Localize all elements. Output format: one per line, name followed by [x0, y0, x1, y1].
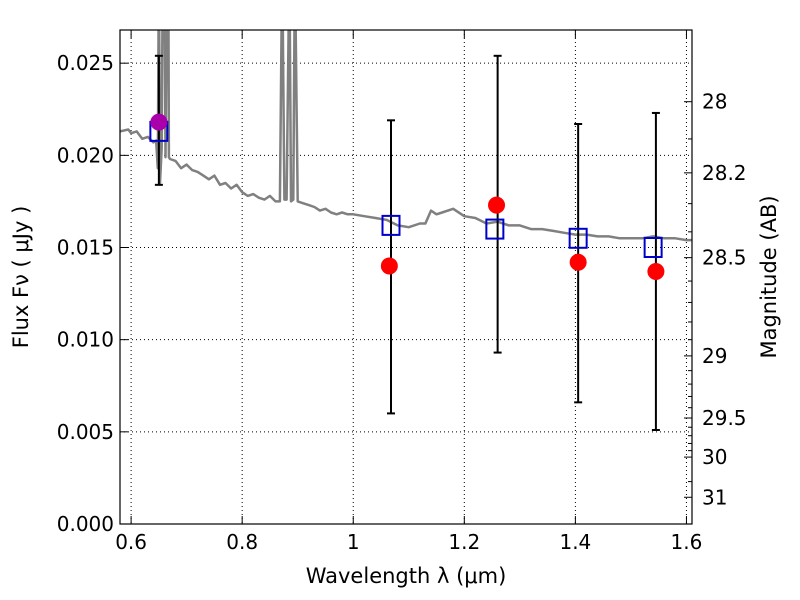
x-tick-label: 1.6 — [671, 530, 703, 554]
right-axis-tick-label: 30 — [702, 445, 727, 469]
observed-flux-point — [380, 257, 398, 275]
right-axis-tick-label: 29 — [702, 344, 727, 368]
model-sed-line — [120, 30, 692, 242]
model-flux-square — [485, 218, 505, 240]
model-flux-square — [568, 227, 588, 249]
y-tick-label: 0.015 — [57, 236, 114, 260]
right-axis-tick-label: 31 — [702, 485, 727, 509]
observed-flux-point — [488, 196, 506, 214]
x-axis-label: Wavelength λ (μm) — [306, 564, 507, 588]
right-axis-tick-label: 29.5 — [702, 406, 747, 430]
observed-flux-point — [569, 253, 587, 271]
y-axis-right-label: Magnitude (AB) — [757, 195, 781, 358]
data-layer — [120, 30, 692, 431]
y-axis-label: Flux Fν ( μJy ) — [9, 206, 33, 349]
right-axis-tick-label: 28.2 — [702, 161, 747, 185]
right-axis-tick-label: 28.5 — [702, 246, 747, 270]
x-tick-label: 1.4 — [559, 530, 591, 554]
plot-frame — [119, 29, 693, 525]
model-flux-square — [643, 237, 663, 259]
x-tick-label: 0.8 — [226, 530, 258, 554]
y-tick-label: 0.020 — [57, 143, 114, 167]
observed-flux-point — [150, 113, 168, 131]
y-tick-label: 0.005 — [57, 420, 114, 444]
x-tick-label: 0.6 — [115, 530, 147, 554]
model-flux-square — [381, 214, 401, 236]
x-tick-label: 1.2 — [448, 530, 480, 554]
x-tick-label: 1 — [347, 530, 360, 554]
y-tick-label: 0.000 — [57, 512, 114, 536]
tick-labels: 0.6 0.8 1 1.2 1.4 1.6 0.000 0.005 0.010 0.015 0.02… — [57, 51, 747, 554]
grid — [120, 30, 692, 525]
ticks — [120, 30, 692, 525]
right-axis-tick-label: 28 — [702, 90, 727, 114]
y-tick-label: 0.010 — [57, 328, 114, 352]
observed-flux-point — [647, 262, 665, 280]
y-tick-label: 0.025 — [57, 51, 114, 75]
